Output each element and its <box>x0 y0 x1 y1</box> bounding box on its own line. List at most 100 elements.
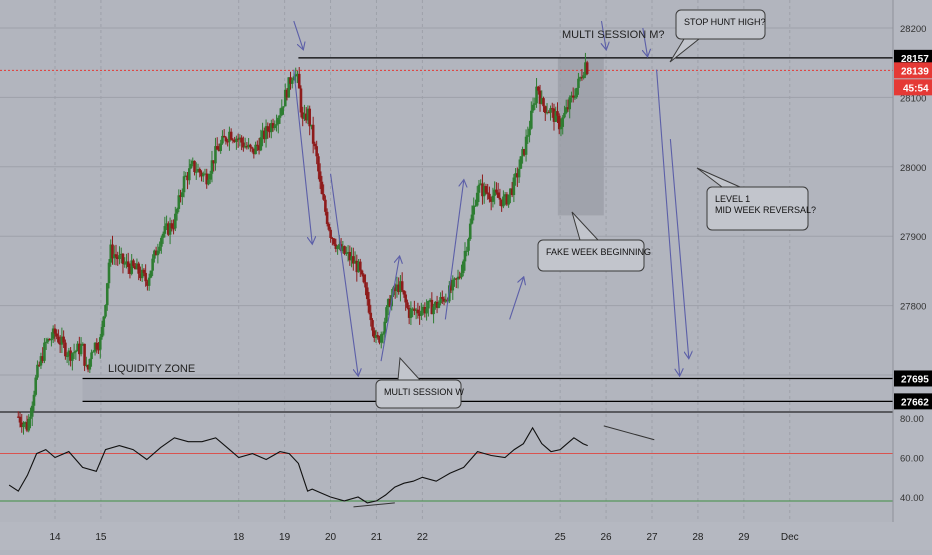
candle-body-158 <box>292 76 296 81</box>
candle-body-278 <box>502 196 505 207</box>
candle-body-274 <box>495 189 498 193</box>
candle-body-171 <box>315 146 318 157</box>
candle-body-95 <box>182 176 186 193</box>
candle-body-106 <box>201 173 205 177</box>
candle-body-198 <box>362 274 366 283</box>
candle-body-269 <box>486 192 489 194</box>
rsi-pane <box>0 425 893 508</box>
candle-body-160 <box>296 73 299 75</box>
candle-body-256 <box>463 250 467 262</box>
candle-body-244 <box>442 298 446 302</box>
candle-body-251 <box>454 278 458 280</box>
candle-body-83 <box>161 233 165 238</box>
candle-body-238 <box>432 306 435 315</box>
candle-body-249 <box>451 279 455 291</box>
candle-body-186 <box>341 246 345 252</box>
candle-body-242 <box>439 297 442 304</box>
candle-body-197 <box>360 270 364 275</box>
candle-body-209 <box>381 333 385 335</box>
candle-body-170 <box>313 143 317 147</box>
candle-body-108 <box>205 173 209 185</box>
candle-body-314 <box>564 107 568 113</box>
candle-body-112 <box>212 160 216 164</box>
rsi-line <box>8 426 588 504</box>
candle-body-243 <box>441 297 444 299</box>
candle-body-102 <box>194 171 198 173</box>
candle-body-188 <box>345 252 348 255</box>
candle-body-275 <box>496 192 500 198</box>
candle-body-120 <box>226 141 229 143</box>
candle-body-103 <box>196 169 200 172</box>
candle-body-125 <box>235 138 238 142</box>
candle-body-149 <box>276 117 280 125</box>
candle-body-14 <box>41 356 44 361</box>
candle-body-68 <box>135 263 139 270</box>
callout-level1-text-1: MID WEEK REVERSAL? <box>715 205 816 215</box>
candle-body-201 <box>367 299 371 313</box>
candle-body-40 <box>86 364 90 370</box>
candle-body-111 <box>210 160 214 174</box>
annotation-arrows <box>293 20 689 375</box>
callout-multi-session-w: MULTI SESSION W <box>375 356 464 409</box>
candle-body-124 <box>233 140 236 142</box>
candle-body-4 <box>23 422 27 424</box>
time-tick-4: 20 <box>325 532 337 543</box>
candle-body-223 <box>406 302 409 308</box>
candle-body-82 <box>160 237 163 247</box>
callout-stop-hunt-high: STOP HUNT HIGH? <box>669 9 766 63</box>
candle-body-189 <box>346 251 350 253</box>
time-tick-0: 14 <box>49 532 61 543</box>
candle-body-272 <box>491 195 495 202</box>
candle-body-286 <box>516 173 519 178</box>
candle-body-31 <box>71 353 74 361</box>
candle-body-237 <box>430 299 434 315</box>
candle-body-309 <box>556 111 559 116</box>
candle-body-217 <box>395 284 399 292</box>
candle-body-285 <box>514 173 517 178</box>
callout-level1-text-0: LEVEL 1 <box>715 194 750 204</box>
candle-body-143 <box>266 126 270 132</box>
candle-body-305 <box>549 108 552 113</box>
candle-body-248 <box>449 285 453 291</box>
candle-body-92 <box>177 195 181 209</box>
candle-body-267 <box>482 186 486 197</box>
arrow-7 <box>643 27 648 56</box>
candle-body-231 <box>420 310 423 316</box>
candle-body-37 <box>81 343 85 346</box>
candle-body-29 <box>67 350 71 357</box>
candle-body-280 <box>505 194 509 205</box>
candle-body-136 <box>254 144 257 155</box>
candle-body-298 <box>536 86 540 91</box>
candle-body-257 <box>465 250 469 252</box>
candle-body-52 <box>107 262 111 284</box>
time-tick-9: 27 <box>646 532 658 543</box>
candle-body-264 <box>477 184 481 193</box>
candle-body-296 <box>533 103 537 105</box>
candle-body-241 <box>437 303 441 308</box>
price-tick-4: 28000 <box>900 163 926 174</box>
candle-body-245 <box>444 299 448 302</box>
level-tag-bg-0 <box>894 49 932 66</box>
candle-body-287 <box>517 168 521 178</box>
time-tick-2: 18 <box>233 532 245 543</box>
candle-body-114 <box>215 146 219 150</box>
level-tag-1: 28139 <box>901 66 929 77</box>
countdown-label: 45:54 <box>903 83 929 94</box>
candle-body-319 <box>573 97 577 99</box>
rsi-trend-line <box>353 502 395 508</box>
candle-body-69 <box>137 263 140 274</box>
candle-body-30 <box>69 350 72 361</box>
time-tick-5: 21 <box>371 532 383 543</box>
candle-body-21 <box>53 328 57 334</box>
candle-body-100 <box>191 160 195 164</box>
candle-body-155 <box>287 77 291 98</box>
candle-body-93 <box>179 195 182 197</box>
candle-body-288 <box>519 156 523 169</box>
candle-body-234 <box>425 308 428 314</box>
candle-body-140 <box>261 130 264 138</box>
candle-body-266 <box>481 183 484 197</box>
candle-body-211 <box>385 307 388 322</box>
candle-body-204 <box>372 330 376 338</box>
